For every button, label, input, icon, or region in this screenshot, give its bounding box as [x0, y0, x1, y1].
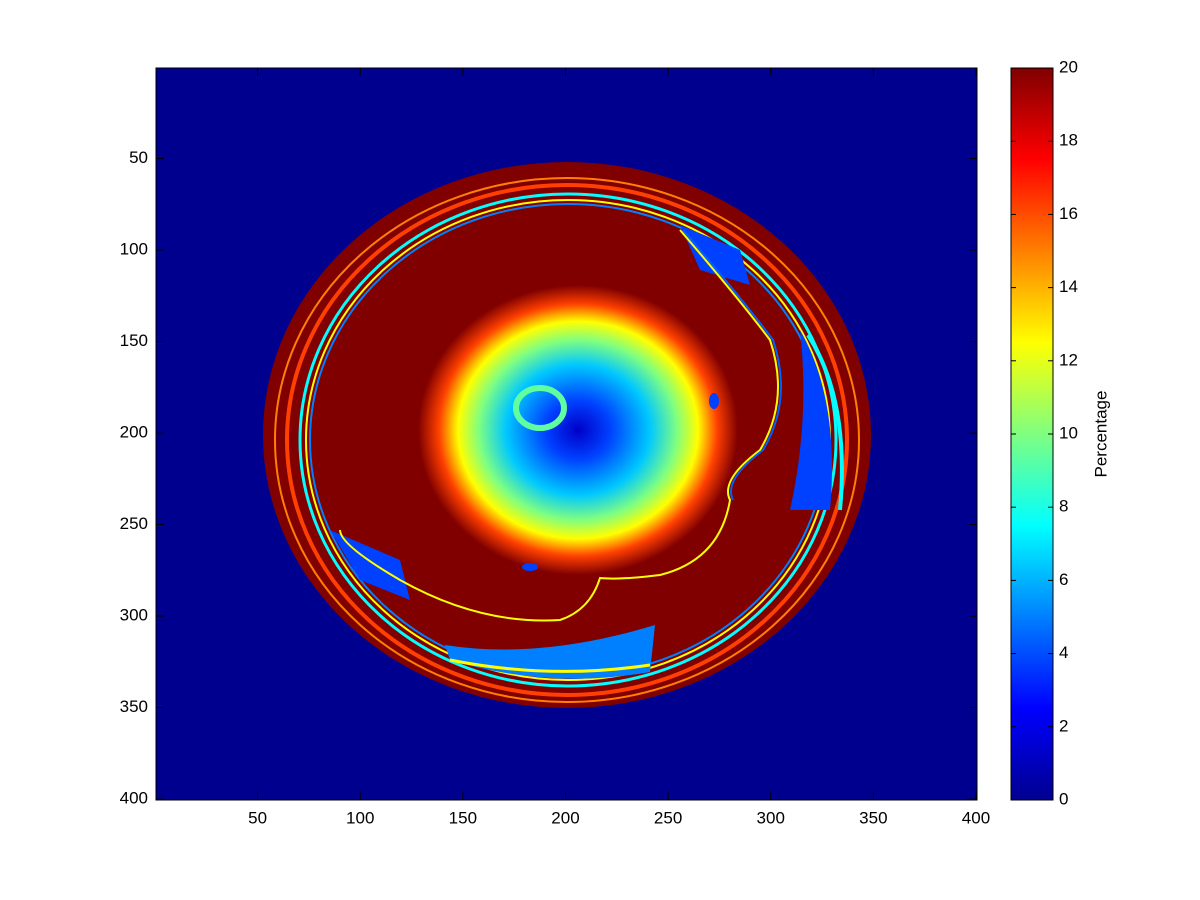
colorbar-tick-label: 10	[1059, 423, 1078, 442]
colorbar-tick-label: 4	[1059, 643, 1068, 662]
colorbar-tick-label: 0	[1059, 789, 1068, 808]
colorbar-tick-label: 14	[1059, 277, 1078, 296]
y-tick-label: 350	[120, 697, 148, 716]
y-tick-label: 150	[120, 331, 148, 350]
y-tick-label: 400	[120, 789, 148, 808]
colorbar-tick-label: 6	[1059, 570, 1068, 589]
y-tick-label: 250	[120, 514, 148, 533]
x-tick-label: 150	[449, 808, 477, 827]
y-tick-label: 50	[129, 148, 148, 167]
y-tick-label: 200	[120, 423, 148, 442]
colorbar-tick-label: 2	[1059, 716, 1068, 735]
x-tick-label: 200	[551, 808, 579, 827]
y-tick-label: 100	[120, 240, 148, 259]
colorbar-tick-label: 20	[1059, 57, 1078, 76]
colorbar-tick-label: 18	[1059, 131, 1078, 150]
axes-box	[155, 67, 978, 801]
colorbar-label: Percentage	[1091, 391, 1110, 478]
colorbar-tick-label: 16	[1059, 204, 1078, 223]
heatmap-image	[156, 68, 977, 800]
y-tick-label: 300	[120, 606, 148, 625]
x-tick-label: 50	[248, 808, 267, 827]
colorbar	[1010, 67, 1054, 801]
x-tick-label: 400	[962, 808, 990, 827]
x-tick-label: 250	[654, 808, 682, 827]
x-tick-label: 100	[346, 808, 374, 827]
x-tick-label: 300	[757, 808, 785, 827]
x-tick-label: 350	[859, 808, 887, 827]
colorbar-tick-label: 12	[1059, 350, 1078, 369]
colorbar-tick-label: 8	[1059, 497, 1068, 516]
